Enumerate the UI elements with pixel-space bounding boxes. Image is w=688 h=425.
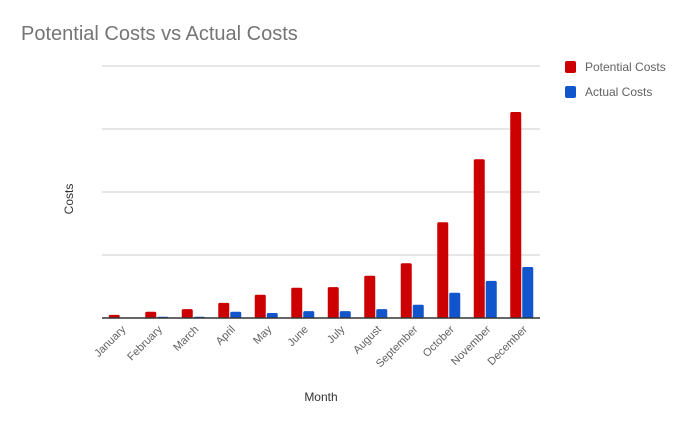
bar-potential-costs-may [254, 294, 266, 318]
x-tick-label: February [125, 323, 165, 363]
legend-label: Actual Costs [585, 85, 652, 99]
bar-potential-costs-june [291, 287, 303, 318]
bar-actual-costs-june [303, 311, 315, 318]
x-tick-label: June [286, 324, 311, 349]
bar-actual-costs-september [412, 304, 424, 318]
bar-potential-costs-february [145, 311, 157, 318]
x-tick-label: August [351, 324, 384, 357]
bar-actual-costs-may [266, 312, 278, 318]
bar-actual-costs-october [449, 292, 461, 318]
bar-potential-costs-january [108, 314, 120, 318]
x-tick-label: July [325, 323, 348, 346]
chart-title: Potential Costs vs Actual Costs [21, 23, 298, 45]
bars [108, 111, 534, 319]
legend-swatch-potential-costs [565, 61, 576, 73]
x-tick-label: March [171, 324, 201, 354]
bar-potential-costs-november [473, 159, 485, 318]
x-tick-label: January [92, 323, 129, 360]
bar-potential-costs-september [400, 263, 412, 318]
x-axis-title: Month [304, 390, 337, 404]
y-axis-title: Costs [62, 184, 76, 215]
bar-actual-costs-april [230, 311, 242, 318]
legend: Potential Costs Actual Costs [565, 60, 666, 99]
x-tick-label: December [486, 323, 531, 368]
x-tick-label: April [214, 324, 238, 348]
x-tick-label: October [421, 323, 457, 359]
bar-actual-costs-december [522, 266, 534, 318]
bar-actual-costs-august [376, 309, 388, 318]
bar-potential-costs-march [181, 309, 193, 318]
bar-potential-costs-december [510, 111, 522, 319]
x-tick-label: May [251, 323, 275, 347]
bar-potential-costs-october [437, 222, 449, 318]
bar-potential-costs-july [327, 287, 339, 318]
gridlines [102, 65, 540, 256]
legend-swatch-actual-costs [565, 86, 576, 98]
bar-potential-costs-april [218, 302, 230, 318]
legend-label: Potential Costs [585, 60, 666, 74]
bar-actual-costs-july [339, 311, 351, 318]
bar-potential-costs-august [364, 275, 376, 318]
bar-actual-costs-november [485, 280, 497, 318]
